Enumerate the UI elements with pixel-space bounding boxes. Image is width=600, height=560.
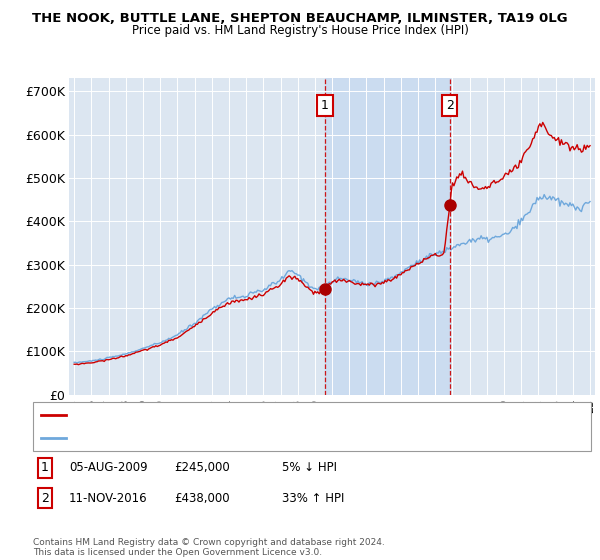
Text: 1: 1 — [321, 99, 329, 112]
Text: 1: 1 — [41, 461, 49, 474]
Text: Contains HM Land Registry data © Crown copyright and database right 2024.
This d: Contains HM Land Registry data © Crown c… — [33, 538, 385, 557]
Bar — [325, 78, 449, 395]
Text: £245,000: £245,000 — [174, 461, 230, 474]
Text: 05-AUG-2009: 05-AUG-2009 — [69, 461, 148, 474]
Text: 2: 2 — [446, 99, 454, 112]
Text: 5% ↓ HPI: 5% ↓ HPI — [282, 461, 337, 474]
Text: HPI: Average price, detached house, Somerset: HPI: Average price, detached house, Some… — [71, 433, 314, 444]
Text: £438,000: £438,000 — [174, 492, 230, 505]
Text: THE NOOK, BUTTLE LANE, SHEPTON BEAUCHAMP, ILMINSTER, TA19 0LG (detached hous: THE NOOK, BUTTLE LANE, SHEPTON BEAUCHAMP… — [71, 410, 529, 421]
Text: Price paid vs. HM Land Registry's House Price Index (HPI): Price paid vs. HM Land Registry's House … — [131, 24, 469, 36]
Text: 33% ↑ HPI: 33% ↑ HPI — [282, 492, 344, 505]
Text: THE NOOK, BUTTLE LANE, SHEPTON BEAUCHAMP, ILMINSTER, TA19 0LG: THE NOOK, BUTTLE LANE, SHEPTON BEAUCHAMP… — [32, 12, 568, 25]
Text: 2: 2 — [41, 492, 49, 505]
Text: 11-NOV-2016: 11-NOV-2016 — [69, 492, 148, 505]
